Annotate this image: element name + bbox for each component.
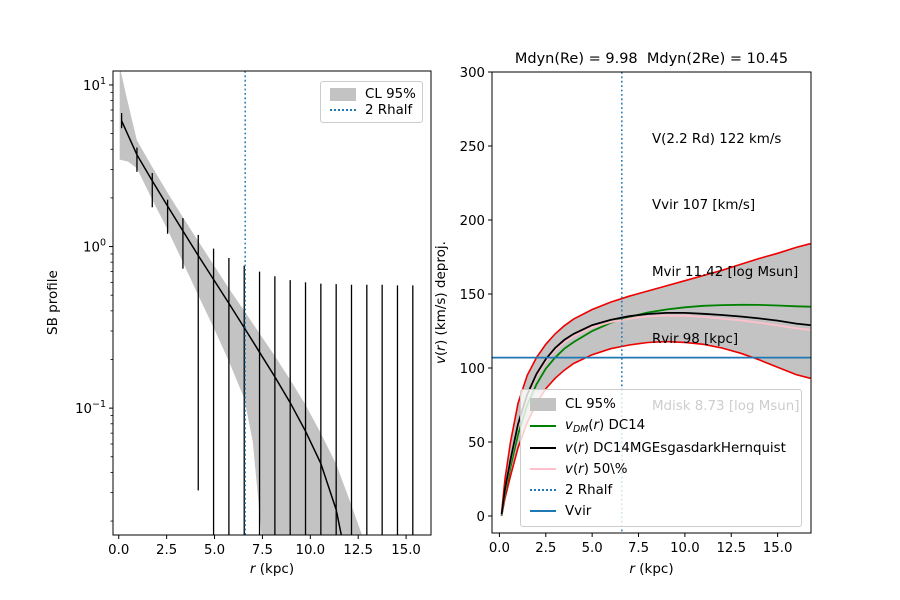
- label-segment: 2 Rhalf: [565, 482, 613, 498]
- label-segment: (: [588, 418, 594, 434]
- label-segment: CL 95%: [365, 86, 416, 102]
- right-panel-legend: CL 95% vDM(r) DC14 v(r) DC14MGEsgasdarkHer…: [520, 389, 802, 527]
- left-x-axis-label: r (kpc): [113, 561, 431, 577]
- sb-profile-line: [120, 120, 343, 535]
- label-segment: Vvir: [565, 503, 592, 519]
- label-segment: ) (km/s) deproj.: [433, 241, 449, 346]
- x-tick-label: 15.0: [391, 543, 421, 558]
- x-tick-label: 7.5: [252, 543, 273, 558]
- right-panel-title: Mdyn(Re) = 9.98 Mdyn(2Re) = 10.45: [514, 51, 789, 67]
- x-tick-label: 10.0: [296, 543, 326, 558]
- y-tick-label: 50: [468, 436, 485, 451]
- x-tick-label: 0.0: [108, 543, 129, 558]
- label-segment: ) DC14MGEsgasdarkHernquist: [583, 440, 786, 456]
- legend-label: 2 Rhalf: [565, 483, 612, 498]
- x-tick-label: 2.5: [535, 541, 556, 556]
- label-segment: r: [578, 461, 584, 477]
- x-tick-label: 5.0: [204, 543, 225, 558]
- label-segment: (kpc): [634, 561, 674, 577]
- legend-marker-line: [530, 510, 556, 513]
- legend-label: v(r) 50\%: [565, 462, 627, 477]
- errorbars: [120, 113, 414, 535]
- annotation-line: Rvir 98 [kpc]: [652, 332, 739, 348]
- label-segment: r: [629, 561, 635, 577]
- label-segment: (: [572, 461, 579, 477]
- label-segment: v: [565, 440, 573, 456]
- legend-label: v(r) DC14MGEsgasdarkHernquist: [565, 441, 786, 456]
- label-segment: r: [433, 345, 449, 351]
- legend-item: 2 Rhalf: [530, 483, 792, 498]
- y-tick-label: 150: [460, 288, 485, 303]
- right-x-axis-label: r (kpc): [492, 561, 811, 577]
- label-segment: DM: [572, 423, 589, 435]
- x-tick-label: 15.0: [763, 541, 793, 556]
- x-tick-label: 10.0: [670, 541, 700, 556]
- annotation-line: V(2.2 Rd) 122 km/s: [652, 131, 782, 147]
- band-edge-upper: [500, 242, 811, 514]
- x-tick-label: 12.5: [343, 543, 373, 558]
- label-segment: v: [565, 418, 573, 434]
- y-tick-label: 10−1: [75, 399, 106, 417]
- y-tick-label: 101: [83, 76, 106, 94]
- confidence-band: [119, 71, 362, 535]
- velocity-confidence-band: [501, 243, 811, 516]
- legend-marker-dotted: [530, 489, 556, 492]
- y-tick-label: 100: [460, 362, 485, 377]
- left-panel-legend: CL 95% 2 Rhalf: [320, 81, 423, 123]
- legend-marker-line: [530, 447, 556, 450]
- legend-item: v(r) 50\%: [530, 462, 792, 477]
- y-tick-label: 250: [460, 140, 485, 155]
- label-segment: (: [433, 350, 449, 356]
- label-segment: CL 95%: [565, 397, 616, 413]
- y-tick-label: 300: [460, 66, 485, 81]
- legend-item: CL 95%: [530, 397, 792, 412]
- legend-item: v(r) DC14MGEsgasdarkHernquist: [530, 441, 792, 456]
- x-tick-label: 7.5: [628, 541, 649, 556]
- label-segment: r: [593, 418, 599, 434]
- label-segment: v: [433, 355, 449, 364]
- label-segment: (kpc): [255, 561, 295, 577]
- label-segment: 2 Rhalf: [365, 102, 413, 118]
- x-tick-label: 5.0: [582, 541, 603, 556]
- legend-item: Vvir: [530, 504, 792, 519]
- legend-marker-patch: [530, 398, 556, 412]
- label-segment: ) 50\%: [583, 461, 628, 477]
- left-y-axis-label: SB profile: [45, 270, 61, 336]
- y-tick-label: 200: [460, 214, 485, 229]
- label-segment: r: [249, 561, 256, 577]
- label-segment: v: [565, 461, 573, 477]
- legend-marker-patch: [330, 87, 356, 101]
- axes-spines: [491, 71, 812, 534]
- label-segment: (: [572, 440, 579, 456]
- annotation-line: Vvir 107 [km/s]: [652, 198, 756, 214]
- legend-item: vDM(r) DC14: [530, 418, 792, 435]
- axes-spines: [112, 70, 432, 536]
- legend-label: CL 95%: [365, 87, 416, 102]
- legend-item: CL 95%: [330, 87, 416, 102]
- legend-label: vDM(r) DC14: [565, 418, 645, 435]
- x-tick-label: 12.5: [716, 541, 746, 556]
- annotation-line: Mvir 11.42 [log Msun]: [652, 265, 799, 281]
- right-y-axis-label: v(r) (km/s) deproj.: [432, 72, 450, 533]
- x-tick-label: 2.5: [156, 543, 177, 558]
- label-segment: ) DC14: [599, 418, 646, 434]
- y-tick-label: 100: [83, 237, 106, 255]
- legend-item: 2 Rhalf: [330, 103, 413, 118]
- y-tick-label: 0: [477, 510, 485, 525]
- legend-marker-line: [530, 425, 556, 428]
- label-segment: r: [578, 440, 584, 456]
- legend-label: Vvir: [565, 504, 591, 519]
- x-tick-label: 0.0: [489, 541, 510, 556]
- legend-marker-dotted: [330, 109, 356, 111]
- legend-label: 2 Rhalf: [365, 103, 412, 118]
- legend-marker-line: [530, 468, 556, 471]
- legend-label: CL 95%: [565, 397, 616, 412]
